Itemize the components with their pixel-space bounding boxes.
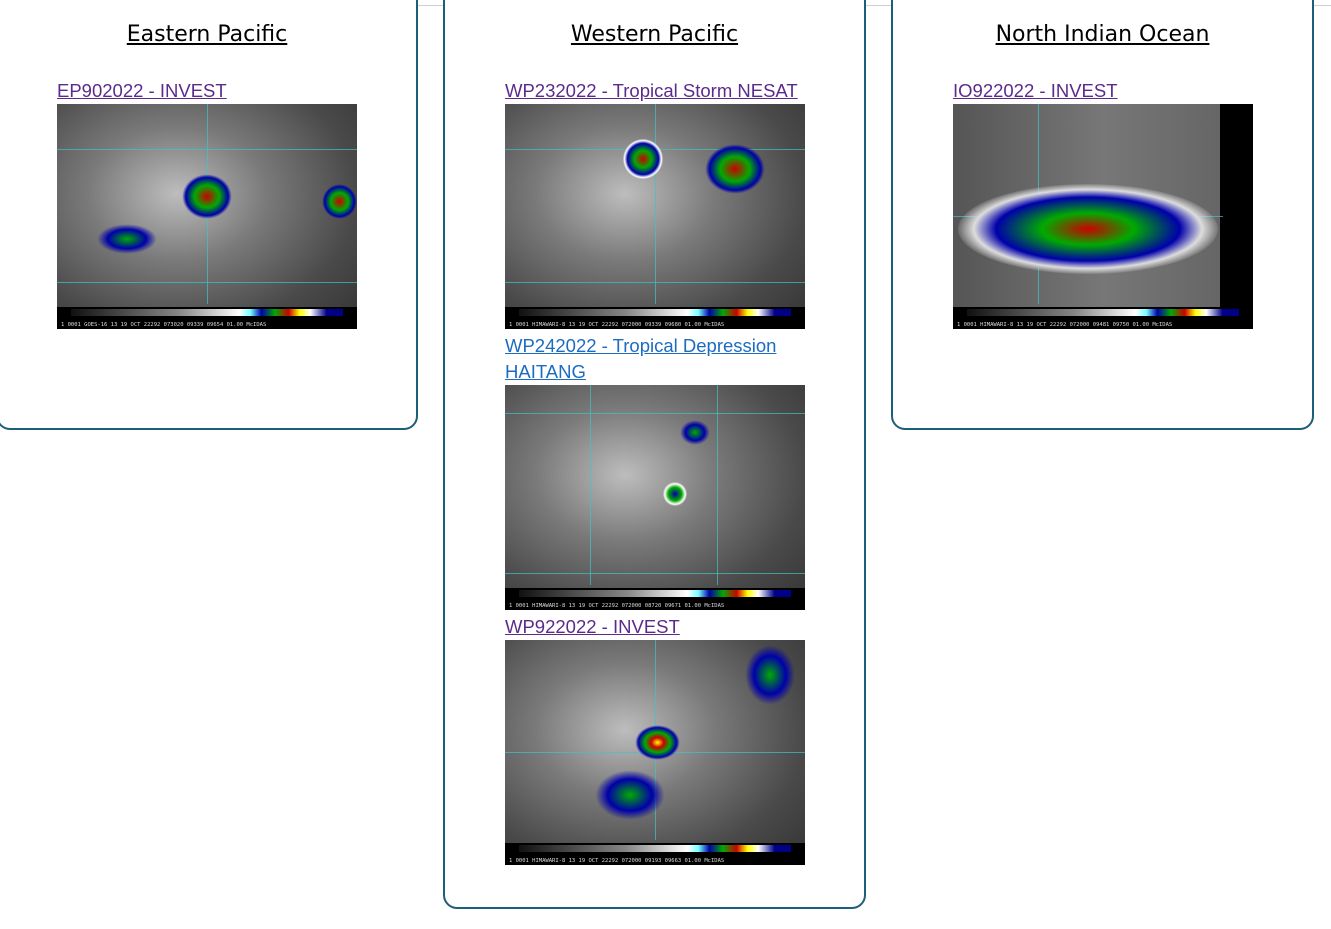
image-caption: 1 0001 HIMAWARI-8 13 19 OCT 22292 072000… (509, 322, 725, 328)
storm-link[interactable]: WP242022 - Tropical Depression HAITANG (505, 335, 777, 382)
storm-entry: WP232022 - Tropical Storm NESAT 1 0001 H… (505, 78, 815, 329)
satellite-image[interactable]: 1 0001 HIMAWARI-8 13 19 OCT 22292 072000… (505, 385, 805, 610)
basin-heading: North Indian Ocean (995, 22, 1210, 47)
panel-eastern-pacific: Eastern Pacific EP902022 - INVEST 1 0001… (0, 0, 418, 430)
basin-heading: Eastern Pacific (126, 22, 288, 47)
image-caption: 1 0001 HIMAWARI-8 13 19 OCT 22292 072000… (509, 858, 725, 864)
storm-entry: WP922022 - INVEST 1 0001 HIMAWARI-8 13 1… (505, 614, 815, 865)
panel-north-indian-ocean: North Indian Ocean IO922022 - INVEST 1 0… (891, 0, 1314, 430)
storm-entry: WP242022 - Tropical Depression HAITANG 1… (505, 333, 815, 610)
basin-heading: Western Pacific (570, 22, 739, 47)
storm-link[interactable]: WP232022 - Tropical Storm NESAT (505, 80, 798, 101)
image-caption: 1 0001 HIMAWARI-8 13 19 OCT 22292 072000… (957, 322, 1173, 328)
image-caption: 1 0001 HIMAWARI-8 13 19 OCT 22292 072000… (509, 603, 725, 609)
storm-entry: IO922022 - INVEST 1 0001 HIMAWARI-8 13 1… (953, 78, 1263, 329)
storm-link[interactable]: IO922022 - INVEST (953, 80, 1118, 101)
storm-link[interactable]: WP922022 - INVEST (505, 616, 680, 637)
storm-entry: EP902022 - INVEST 1 0001 GOES-16 13 19 O… (57, 78, 367, 329)
satellite-image[interactable]: 1 0001 HIMAWARI-8 13 19 OCT 22292 072000… (953, 104, 1253, 329)
satellite-image[interactable]: 1 0001 GOES-16 13 19 OCT 22292 073020 09… (57, 104, 357, 329)
satellite-image[interactable]: 1 0001 HIMAWARI-8 13 19 OCT 22292 072000… (505, 104, 805, 329)
image-caption: 1 0001 GOES-16 13 19 OCT 22292 073020 09… (61, 322, 267, 328)
storm-link[interactable]: EP902022 - INVEST (57, 80, 227, 101)
panel-western-pacific: Western Pacific WP232022 - Tropical Stor… (443, 0, 866, 909)
satellite-image[interactable]: 1 0001 HIMAWARI-8 13 19 OCT 22292 072000… (505, 640, 805, 865)
